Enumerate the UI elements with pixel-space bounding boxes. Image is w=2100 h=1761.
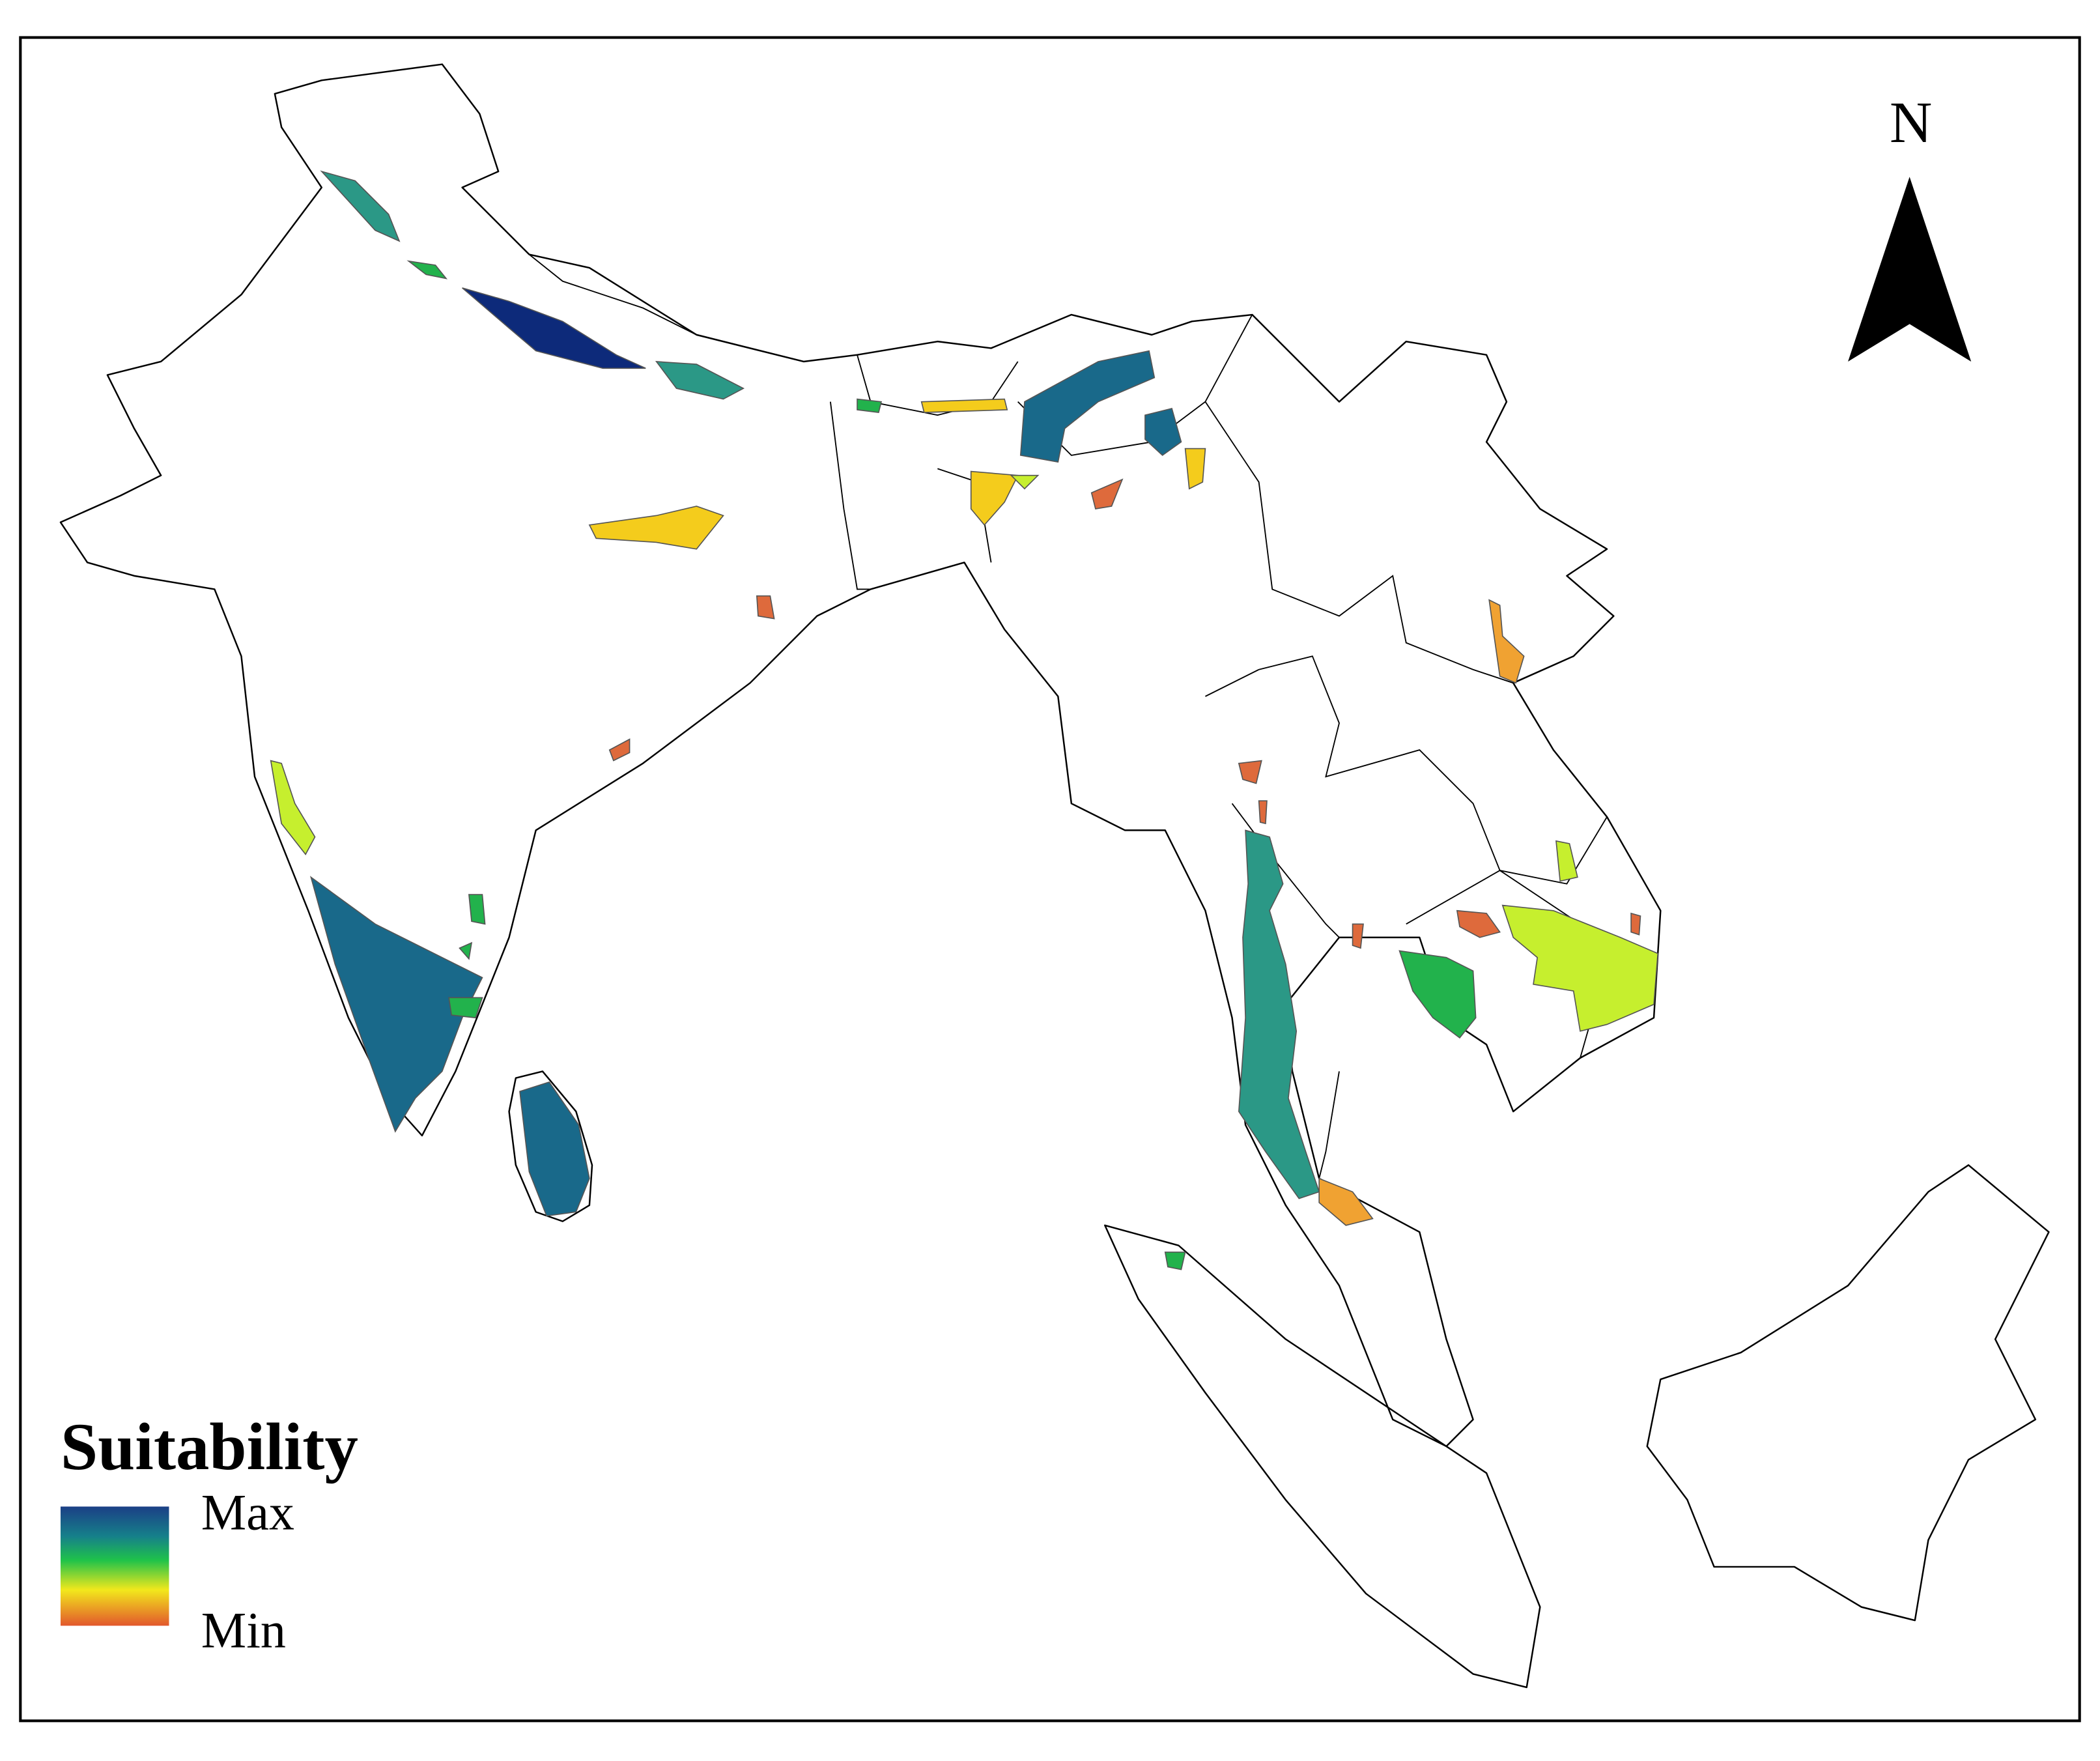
suitability-patch xyxy=(1501,904,1659,1032)
suitability-patch xyxy=(462,287,646,369)
legend-min: Min xyxy=(201,1601,286,1658)
suitability-patch xyxy=(270,760,316,855)
suitability-patch xyxy=(1238,760,1262,784)
suitability-patch xyxy=(1630,912,1641,936)
borneo-outline xyxy=(1646,1164,2050,1622)
suitability-patch xyxy=(1144,407,1182,456)
suitability-patch xyxy=(1164,1252,1186,1270)
suitability-patch xyxy=(448,997,483,1019)
country-border xyxy=(1204,401,1514,684)
suitability-patch xyxy=(1318,1177,1374,1226)
suitability-patch xyxy=(1488,599,1525,684)
suitability-patch xyxy=(1456,909,1501,938)
country-border xyxy=(857,354,1019,416)
suitability-patch xyxy=(1398,950,1477,1039)
suitability-patches xyxy=(270,170,1659,1270)
country-border xyxy=(1318,1071,1340,1179)
legend-title: Suitability xyxy=(61,1410,358,1484)
suitability-patch xyxy=(970,470,1019,526)
suitability-patch xyxy=(468,894,486,925)
suitability-patch xyxy=(1258,800,1268,825)
north-label: N xyxy=(1890,89,1932,155)
legend-max: Max xyxy=(201,1483,294,1540)
suitability-patch xyxy=(1238,829,1320,1199)
country-border xyxy=(829,401,871,590)
suitability-patch xyxy=(1184,448,1206,490)
suitability-patch xyxy=(1090,478,1124,510)
sri-lanka-outline xyxy=(508,1070,593,1222)
suitability-patch xyxy=(1352,923,1364,949)
suitability-patch xyxy=(1555,840,1578,882)
suitability-patch xyxy=(309,876,483,1133)
suitability-patch xyxy=(519,1081,590,1217)
suitability-patch xyxy=(1019,350,1156,463)
map-frame xyxy=(19,36,2081,1723)
suitability-patch xyxy=(655,361,745,400)
country-border xyxy=(1258,655,1608,885)
suitability-patch xyxy=(920,398,1008,413)
suitability-patch xyxy=(857,398,883,414)
suitability-patch xyxy=(608,738,631,762)
suitability-patch xyxy=(459,941,473,960)
sumatra-outline xyxy=(1104,1224,1541,1689)
suitability-patch xyxy=(1010,474,1040,490)
suitability-patch xyxy=(406,260,448,279)
country-border xyxy=(1231,803,1340,938)
north-arrow xyxy=(1848,177,1972,362)
suitability-patch xyxy=(756,595,775,620)
suitability-patch xyxy=(320,170,401,242)
mainland-outline xyxy=(59,63,1662,1448)
country-border xyxy=(528,253,697,336)
country-border xyxy=(1205,668,1260,697)
legend-gradient xyxy=(60,1506,169,1626)
suitability-patch xyxy=(588,506,724,550)
